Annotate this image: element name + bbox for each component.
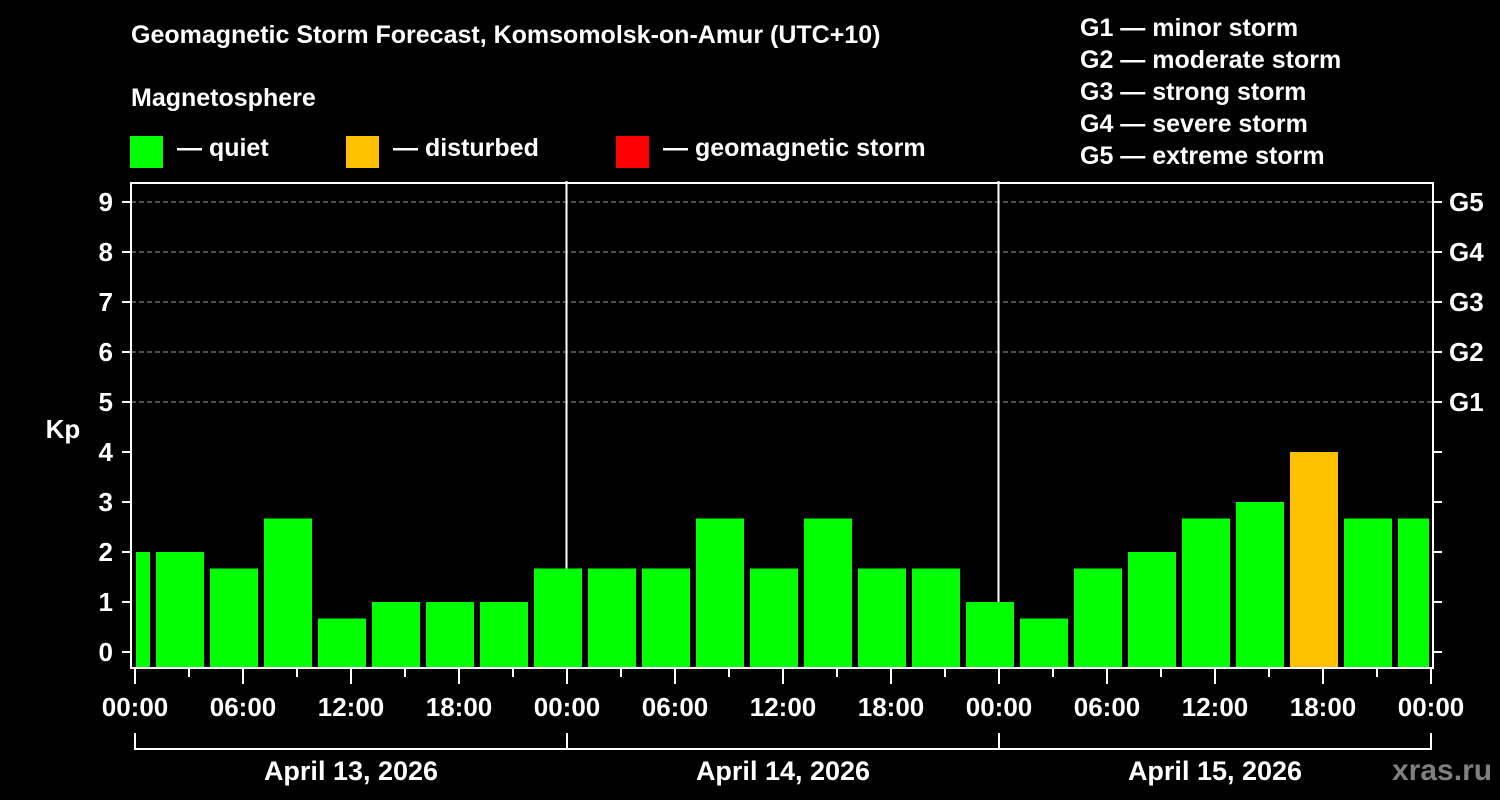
g-level-label: G4 xyxy=(1449,237,1484,267)
x-tick-label: 00:00 xyxy=(102,692,169,722)
legend-label: — quiet xyxy=(177,134,269,162)
kp-bar xyxy=(696,518,744,668)
x-tick-label: 06:00 xyxy=(642,692,709,722)
x-tick-label: 18:00 xyxy=(426,692,493,722)
y-tick-label: 7 xyxy=(99,287,113,317)
kp-bar xyxy=(210,568,258,668)
g-scale-item-g3: G3 — strong storm xyxy=(1080,78,1307,106)
quiet-swatch-icon xyxy=(130,135,163,168)
kp-bar xyxy=(858,568,906,668)
kp-bar xyxy=(966,602,1014,668)
kp-bar xyxy=(480,602,528,668)
g-scale-item-g5: G5 — extreme storm xyxy=(1080,142,1325,170)
bars xyxy=(136,452,1429,668)
kp-bar xyxy=(1128,552,1176,668)
date-label: April 13, 2026 xyxy=(264,756,438,786)
g-level-label: G2 xyxy=(1449,337,1484,367)
g-scale-item-g4: G4 — severe storm xyxy=(1080,110,1308,138)
x-tick-label: 06:00 xyxy=(1074,692,1141,722)
kp-bar xyxy=(372,602,420,668)
g-level-label: G3 xyxy=(1449,287,1484,317)
kp-bar xyxy=(804,518,852,668)
disturbed-swatch-icon xyxy=(346,135,379,168)
kp-bar xyxy=(750,568,798,668)
x-tick-label: 00:00 xyxy=(534,692,601,722)
kp-bar xyxy=(1344,518,1392,668)
y-tick-label: 3 xyxy=(99,487,113,517)
kp-bar xyxy=(1020,618,1068,668)
date-label: April 14, 2026 xyxy=(696,756,870,786)
g-level-label: G5 xyxy=(1449,187,1484,217)
y-tick-label: 9 xyxy=(99,187,113,217)
g-scale-legend: G1 — minor storm G2 — moderate storm G3 … xyxy=(1080,12,1341,172)
x-tick-label: 18:00 xyxy=(1290,692,1357,722)
g-level-label: G1 xyxy=(1449,387,1484,417)
y-tick-label: 4 xyxy=(99,437,114,467)
kp-bar xyxy=(534,568,582,668)
legend-item-quiet: — quiet xyxy=(130,134,269,168)
x-tick-label: 12:00 xyxy=(750,692,817,722)
legend-heading: Magnetosphere xyxy=(131,84,316,112)
axes xyxy=(122,182,1442,750)
kp-bar xyxy=(1398,518,1429,668)
legend-label: — geomagnetic storm xyxy=(663,134,926,162)
x-tick-label: 12:00 xyxy=(1182,692,1249,722)
kp-bar xyxy=(912,568,960,668)
g-scale-item-g1: G1 — minor storm xyxy=(1080,14,1299,42)
kp-bar xyxy=(426,602,474,668)
axis-labels: 0 1 2 3 4 5 6 7 8 9 G1 G2 G3 G4 G5 Kp 00:00 06:00 12:00 18:… xyxy=(46,187,1485,786)
legend-label: — disturbed xyxy=(393,134,539,162)
legend-item-disturbed: — disturbed xyxy=(346,134,539,168)
y-tick-label: 5 xyxy=(99,387,113,417)
y-tick-label: 6 xyxy=(99,337,113,367)
kp-bar xyxy=(136,552,150,668)
y-axis-title: Kp xyxy=(46,414,81,444)
x-tick-label: 12:00 xyxy=(318,692,385,722)
x-tick-label: 00:00 xyxy=(966,692,1033,722)
g-scale-item-g2: G2 — moderate storm xyxy=(1080,46,1342,74)
x-tick-label: 18:00 xyxy=(858,692,925,722)
grid-lines xyxy=(131,201,1433,403)
y-tick-label: 2 xyxy=(99,537,113,567)
kp-bar xyxy=(318,618,366,668)
kp-bar xyxy=(642,568,690,668)
storm-swatch-icon xyxy=(616,135,649,168)
y-tick-label: 0 xyxy=(99,637,113,667)
kp-bar xyxy=(1074,568,1122,668)
y-tick-label: 8 xyxy=(99,237,113,267)
legend-item-storm: — geomagnetic storm xyxy=(616,134,926,168)
y-tick-label: 1 xyxy=(99,587,113,617)
x-tick-label: 00:00 xyxy=(1398,692,1465,722)
kp-bar xyxy=(588,568,636,668)
kp-bar xyxy=(1236,502,1284,668)
chart-title: Geomagnetic Storm Forecast, Komsomolsk-o… xyxy=(131,21,881,49)
kp-bar xyxy=(156,552,204,668)
kp-bar xyxy=(264,518,312,668)
watermark: xras.ru xyxy=(1392,754,1493,787)
x-tick-label: 06:00 xyxy=(210,692,277,722)
kp-bar xyxy=(1290,452,1338,668)
date-label: April 15, 2026 xyxy=(1128,756,1302,786)
kp-bar xyxy=(1182,518,1230,668)
